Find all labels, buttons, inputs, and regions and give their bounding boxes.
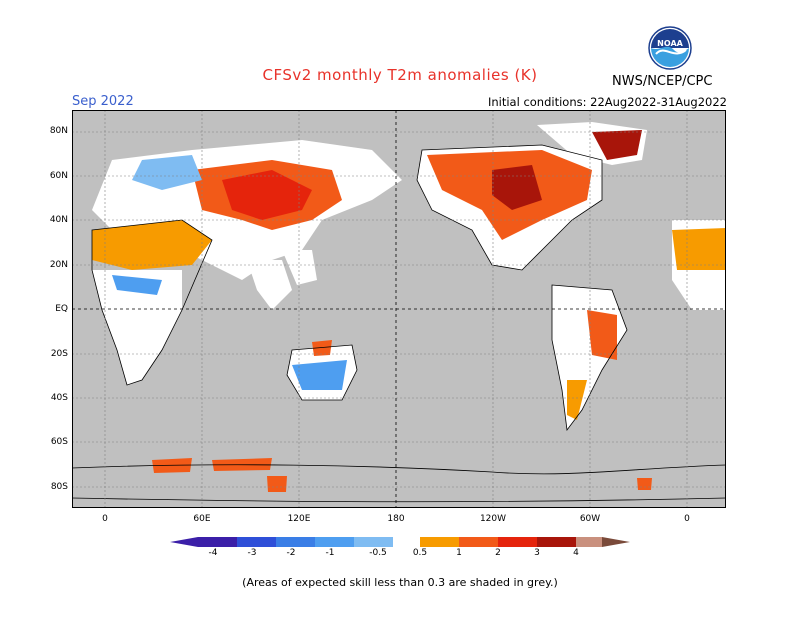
lat-label-40s: 40S <box>50 393 68 403</box>
anomaly-greenland-hot <box>592 130 642 160</box>
lat-label-80n: 80N <box>49 126 68 136</box>
anomaly-scandinavia-cool <box>132 155 202 190</box>
colorbar-label-p4: 4 <box>573 548 579 558</box>
anomaly-patagonia <box>567 380 587 420</box>
lat-label-60s: 60S <box>50 437 68 447</box>
colorbar-arrow-low <box>170 537 198 547</box>
anomaly-africa-repeat <box>672 228 726 270</box>
colorbar-label-m3: -3 <box>247 548 257 558</box>
colorbar-bin-3 <box>276 537 315 547</box>
chart-title: CFSv2 monthly T2m anomalies (K) <box>262 66 538 84</box>
coastlines <box>72 144 726 503</box>
colorbar-label-m1: -1 <box>325 548 335 558</box>
lon-label-60w: 60W <box>579 514 601 524</box>
anomaly-antarctica-4 <box>637 478 652 490</box>
lon-label-0-east: 0 <box>684 514 690 524</box>
graticule <box>72 110 726 508</box>
lat-label-20n: 20N <box>49 260 68 270</box>
colorbar-label-m4: -4 <box>208 548 218 558</box>
lat-label-20s: 20S <box>50 349 68 359</box>
lon-label-180: 180 <box>387 514 405 524</box>
map-frame <box>72 110 726 508</box>
colorbar-bin-5 <box>354 537 393 547</box>
anomaly-asia-hot <box>222 170 312 220</box>
lat-label-eq: EQ <box>55 304 68 314</box>
anomaly-australia-cool <box>292 360 347 390</box>
land-india <box>247 260 292 310</box>
lon-label-60e: 60E <box>193 514 211 524</box>
land-africa <box>92 270 182 385</box>
anomaly-map <box>72 110 726 508</box>
forecast-month: Sep 2022 <box>72 94 134 109</box>
agency-label: NWS/NCEP/CPC <box>612 74 713 89</box>
colorbar-bin-neutral <box>393 537 420 547</box>
colorbar-bin-8 <box>498 537 537 547</box>
colorbar-bin-1 <box>198 537 237 547</box>
lat-label-80s: 80S <box>50 482 68 492</box>
anomaly-brazil-warm <box>587 310 617 360</box>
antarctica-region <box>72 470 726 508</box>
anomaly-antarctica-3 <box>267 476 287 492</box>
colorbar-label-p3: 3 <box>534 548 540 558</box>
noaa-logo: NOAA <box>648 26 692 70</box>
anomaly-australia-north <box>312 340 332 356</box>
anomaly-africa-north <box>92 220 212 270</box>
colorbar-bin-6 <box>420 537 459 547</box>
skill-note: (Areas of expected skill less than 0.3 a… <box>242 576 558 589</box>
colorbar-label-m05: -0.5 <box>369 548 387 558</box>
colorbar-bin-9 <box>537 537 576 547</box>
lon-label-120w: 120W <box>479 514 507 524</box>
colorbar-bin-7 <box>459 537 498 547</box>
initial-conditions: Initial conditions: 22Aug2022-31Aug2022 <box>487 95 727 109</box>
lon-label-120e: 120E <box>287 514 311 524</box>
colorbar-bin-2 <box>237 537 276 547</box>
land-se-asia <box>282 250 317 285</box>
lat-label-40n: 40N <box>49 215 68 225</box>
lat-label-60n: 60N <box>49 171 68 181</box>
colorbar <box>170 537 630 547</box>
colorbar-label-p2: 2 <box>495 548 501 558</box>
colorbar-label-p05: 0.5 <box>412 548 428 558</box>
colorbar-bin-10 <box>576 537 602 547</box>
colorbar-bin-4 <box>315 537 354 547</box>
colorbar-arrow-high <box>602 537 630 547</box>
logo-text: NOAA <box>657 39 683 48</box>
colorbar-label-m2: -2 <box>286 548 296 558</box>
anomaly-africa-cool <box>112 275 162 295</box>
colorbar-label-p1: 1 <box>456 548 462 558</box>
lon-label-0: 0 <box>102 514 108 524</box>
